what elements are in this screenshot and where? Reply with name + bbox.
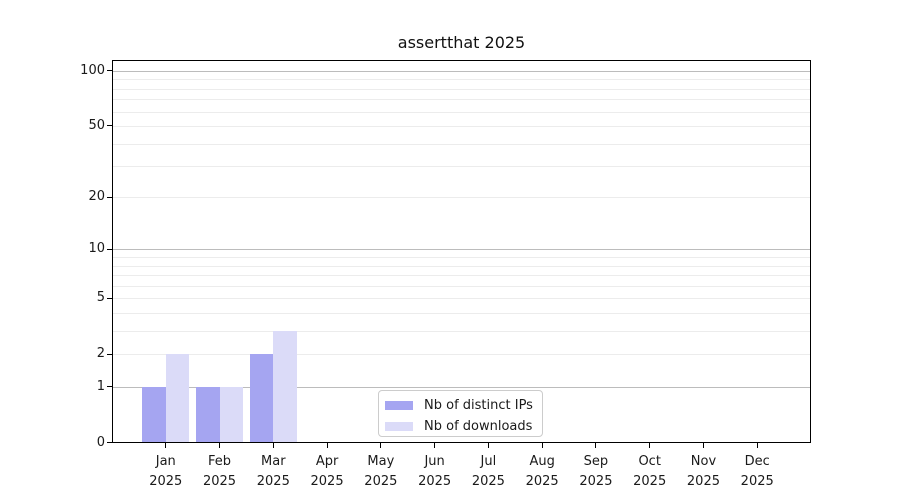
gridline-minor-4 [113, 312, 810, 314]
x-tick-label-apr: Apr 2025 [310, 453, 344, 489]
x-tick-mark-oct [649, 442, 651, 448]
legend-swatch-distinct-ips [385, 401, 413, 410]
bar-nb-of-downloads-mar [273, 330, 297, 442]
y-tick-label-100: 100 [80, 62, 105, 78]
legend: Nb of distinct IPs Nb of downloads [378, 390, 543, 437]
gridline-minor-20 [113, 197, 810, 199]
y-tick-label-10: 10 [88, 241, 105, 257]
x-tick-label-nov: Nov 2025 [686, 453, 720, 489]
gridline-minor-7 [113, 275, 810, 277]
bar-nb-of-downloads-jan [165, 354, 190, 442]
gridline-minor-90 [113, 79, 810, 81]
y-tick-label-20: 20 [88, 189, 105, 205]
y-tick-mark-50 [107, 125, 112, 127]
x-tick-label-jan: Jan 2025 [149, 453, 183, 489]
x-tick-mark-jun [434, 442, 436, 448]
x-tick-label-feb: Feb 2025 [202, 453, 237, 489]
legend-swatch-downloads [385, 422, 413, 431]
y-tick-label-0: 0 [96, 434, 105, 450]
x-tick-mark-apr [326, 442, 328, 448]
y-tick-mark-100 [107, 70, 112, 72]
x-tick-mark-may [380, 442, 382, 448]
legend-label-downloads: Nb of downloads [424, 418, 533, 434]
gridline-minor-30 [113, 166, 810, 168]
legend-row-downloads: Nb of downloads [385, 416, 534, 437]
x-tick-mark-dec [756, 442, 758, 448]
y-tick-mark-1 [107, 386, 112, 388]
x-tick-label-dec: Dec 2025 [740, 453, 774, 489]
gridline-minor-9 [113, 257, 810, 259]
y-tick-label-50: 50 [88, 117, 105, 133]
y-tick-label-1: 1 [96, 378, 105, 394]
gridline-minor-40 [113, 143, 810, 145]
legend-row-distinct-ips: Nb of distinct IPs [385, 395, 534, 416]
y-tick-mark-0 [107, 442, 112, 443]
x-tick-label-mar: Mar 2025 [256, 453, 290, 489]
bar-nb-of-downloads-feb [219, 386, 244, 442]
y-tick-label-2: 2 [96, 346, 105, 362]
y-tick-label-5: 5 [96, 290, 105, 306]
x-tick-label-sep: Sep 2025 [579, 453, 613, 489]
x-tick-mark-jul [487, 442, 489, 448]
gridline-minor-2 [113, 354, 810, 356]
gridline-minor-50 [113, 125, 810, 127]
gridline-minor-70 [113, 99, 810, 101]
y-tick-mark-20 [107, 196, 112, 198]
y-tick-mark-2 [107, 353, 112, 355]
x-tick-mark-mar [272, 442, 274, 448]
gridline-major-1 [113, 386, 810, 388]
x-tick-mark-feb [219, 442, 221, 448]
gridline-minor-60 [113, 111, 810, 113]
gridline-minor-5 [113, 298, 810, 300]
x-tick-mark-sep [595, 442, 597, 448]
legend-label-distinct-ips: Nb of distinct IPs [424, 397, 533, 413]
plot-area [112, 60, 811, 443]
gridline-minor-3 [113, 330, 810, 332]
x-tick-label-jul: Jul 2025 [471, 453, 505, 489]
chart-title: assertthat 2025 [397, 33, 526, 52]
bar-nb-of-distinct-ips-mar [249, 354, 274, 442]
x-tick-label-aug: Aug 2025 [525, 453, 559, 489]
gridline-minor-8 [113, 265, 810, 267]
x-tick-mark-jan [165, 442, 167, 448]
gridline-major-10 [113, 249, 810, 251]
x-tick-mark-aug [541, 442, 543, 448]
x-tick-label-jun: Jun 2025 [418, 453, 452, 489]
bar-nb-of-distinct-ips-jan [142, 386, 166, 442]
gridline-major-100 [113, 70, 810, 72]
gridline-minor-6 [113, 285, 810, 287]
x-tick-mark-nov [702, 442, 704, 448]
y-tick-mark-10 [107, 248, 112, 250]
bar-nb-of-distinct-ips-feb [196, 386, 220, 442]
x-tick-label-oct: Oct 2025 [633, 453, 667, 489]
gridline-minor-80 [113, 88, 810, 90]
y-tick-mark-5 [107, 297, 112, 299]
x-tick-label-may: May 2025 [364, 453, 398, 489]
